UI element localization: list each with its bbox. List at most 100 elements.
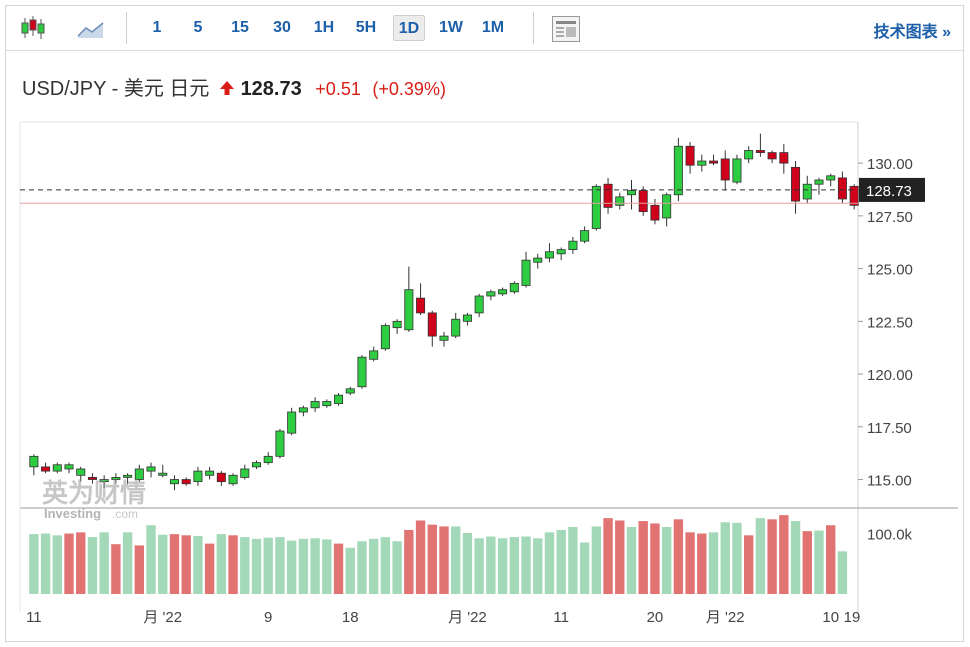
candle-body: [697, 160, 707, 166]
candle-body: [240, 468, 250, 478]
volume-bar: [369, 538, 379, 594]
timeframe-1m[interactable]: 1M: [481, 19, 505, 36]
quote-header: USD/JPY - 美元 日元 128.73 +0.51 (+0.39%): [22, 72, 446, 101]
volume-bar: [64, 533, 74, 594]
volume-bar: [181, 535, 191, 594]
volume-bar: [568, 527, 578, 594]
candle-body: [369, 350, 379, 360]
candle-body: [64, 464, 74, 470]
x-tick-label: 11: [26, 609, 42, 626]
volume-bar: [286, 540, 297, 594]
candle-body: [462, 314, 472, 322]
timeframe-30[interactable]: 30: [273, 19, 291, 36]
candle-body: [334, 394, 344, 404]
timeframe-1w[interactable]: 1W: [439, 19, 463, 36]
candle-body: [87, 477, 97, 480]
volume-bar: [427, 524, 437, 594]
volume-bar: [720, 522, 730, 594]
candle-body: [603, 183, 613, 208]
candle-body: [474, 295, 484, 314]
volume-bar: [99, 532, 109, 594]
timeframe-5[interactable]: 5: [193, 19, 203, 36]
volume-bar: [638, 521, 648, 594]
volume-bar: [544, 532, 555, 594]
toolbar-separator: [126, 12, 127, 44]
candle-body: [345, 388, 355, 394]
candle-body: [755, 150, 765, 153]
candle-body: [779, 152, 789, 164]
volume-bar: [837, 551, 848, 594]
candle-body: [146, 466, 156, 472]
watermark-sub: Investing: [44, 506, 101, 521]
volume-bar: [673, 519, 684, 594]
candle-body: [650, 204, 660, 221]
volume-bar: [650, 523, 660, 594]
timeframe-1d[interactable]: 1D: [393, 15, 425, 41]
current-price-label: 128.73: [866, 183, 912, 200]
volume-bar: [497, 538, 508, 594]
timeframe-5h[interactable]: 5H: [355, 19, 377, 36]
timeframe-1h[interactable]: 1H: [313, 19, 335, 36]
candle-body: [814, 179, 824, 185]
volume-bar: [263, 537, 273, 594]
y-tick-label: 125.00: [867, 262, 913, 279]
last-price: 128.73: [240, 78, 302, 100]
volume-bar: [615, 520, 625, 594]
candle-body: [556, 249, 566, 255]
volume-bar: [533, 538, 543, 594]
volume-bar: [392, 541, 402, 594]
volume-bar: [685, 532, 695, 594]
volume-bar: [802, 531, 812, 594]
candle-body: [275, 430, 285, 457]
volume-bar: [146, 525, 156, 594]
volume-bar: [509, 537, 519, 594]
candle-body: [111, 477, 121, 480]
volume-bar: [579, 542, 590, 594]
candle-body: [486, 291, 496, 297]
volume-bar: [755, 518, 766, 594]
volume-bar: [204, 543, 215, 594]
candle-body: [181, 479, 191, 485]
volume-bar: [134, 545, 145, 594]
watermark-suffix: .com: [112, 507, 138, 521]
pair-title: USD/JPY - 美元 日元: [22, 78, 210, 100]
volume-bar: [556, 529, 566, 594]
volume-tick-label: 100.0k: [867, 527, 913, 544]
tech-chart-link[interactable]: 技术图表 »: [873, 24, 951, 41]
volume-bar: [732, 522, 742, 594]
toolbar-separator: [533, 12, 534, 44]
x-tick-label: 月 '22: [448, 609, 487, 626]
candle-body: [744, 150, 754, 160]
volume-bar: [708, 532, 719, 594]
candle-body: [685, 145, 695, 166]
y-tick-label: 120.00: [867, 367, 913, 384]
volume-bar: [29, 534, 39, 594]
layout-icon[interactable]: [551, 15, 581, 43]
x-tick-label: 18: [342, 609, 359, 626]
candle-body: [404, 289, 414, 331]
x-tick-label: 10: [822, 609, 839, 626]
volume-bar: [661, 527, 672, 594]
candle-body: [205, 470, 215, 476]
candle-body: [521, 259, 531, 286]
volume-bar: [521, 536, 531, 594]
candlestick-icon[interactable]: [18, 14, 48, 42]
volume-bar: [240, 537, 250, 594]
y-tick-label: 117.50: [867, 420, 912, 437]
candle-body: [228, 474, 238, 485]
timeframe-15[interactable]: 15: [231, 19, 249, 36]
volume-bar: [767, 519, 777, 594]
area-chart-icon[interactable]: [76, 18, 106, 40]
candle-body: [193, 470, 203, 483]
timeframe-1[interactable]: 1: [152, 19, 162, 36]
candle-body: [662, 194, 672, 219]
volume-bar: [228, 535, 238, 594]
candle-body: [392, 320, 402, 329]
candle-body: [509, 282, 519, 293]
candle-body: [638, 190, 648, 213]
candle-body: [439, 335, 449, 341]
candle-body: [158, 472, 168, 476]
candle-body: [837, 177, 847, 200]
